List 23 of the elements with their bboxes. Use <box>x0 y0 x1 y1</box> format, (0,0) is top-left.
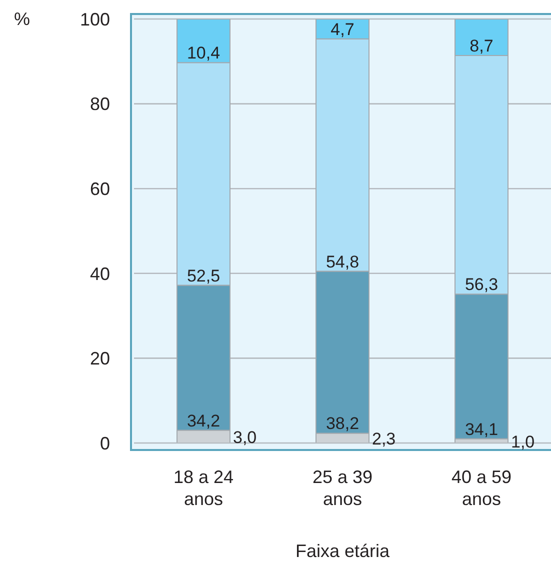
data-label: 54,8 <box>326 252 360 272</box>
data-label: 2,3 <box>372 430 396 449</box>
y-tick-label: 40 <box>90 264 110 284</box>
data-label: 8,7 <box>470 36 494 56</box>
y-axis-title: % <box>14 9 30 29</box>
y-tick-label: 20 <box>90 348 110 369</box>
data-label: 34,2 <box>186 411 220 430</box>
data-label: 52,5 <box>186 266 220 286</box>
x-tick-label: 40 a 59 anos <box>451 467 512 509</box>
data-label: 4,7 <box>330 20 354 39</box>
data-label: 34,1 <box>464 420 498 439</box>
x-tick-label: 25 a 39 anos <box>312 467 373 509</box>
data-label: 38,2 <box>326 414 360 434</box>
data-label: 1,0 <box>511 432 535 452</box>
data-label: 3,0 <box>233 428 257 448</box>
y-tick-label: 60 <box>90 178 110 199</box>
x-tick-label: 18 a 24 anos <box>173 467 234 509</box>
data-label: 10,4 <box>186 44 220 63</box>
y-tick-label: 0 <box>100 433 110 454</box>
x-axis-title: Faixa etária <box>295 541 391 561</box>
y-tick-label: 80 <box>90 94 110 114</box>
y-tick-label: 100 <box>80 9 110 30</box>
data-label: 56,3 <box>464 275 498 294</box>
